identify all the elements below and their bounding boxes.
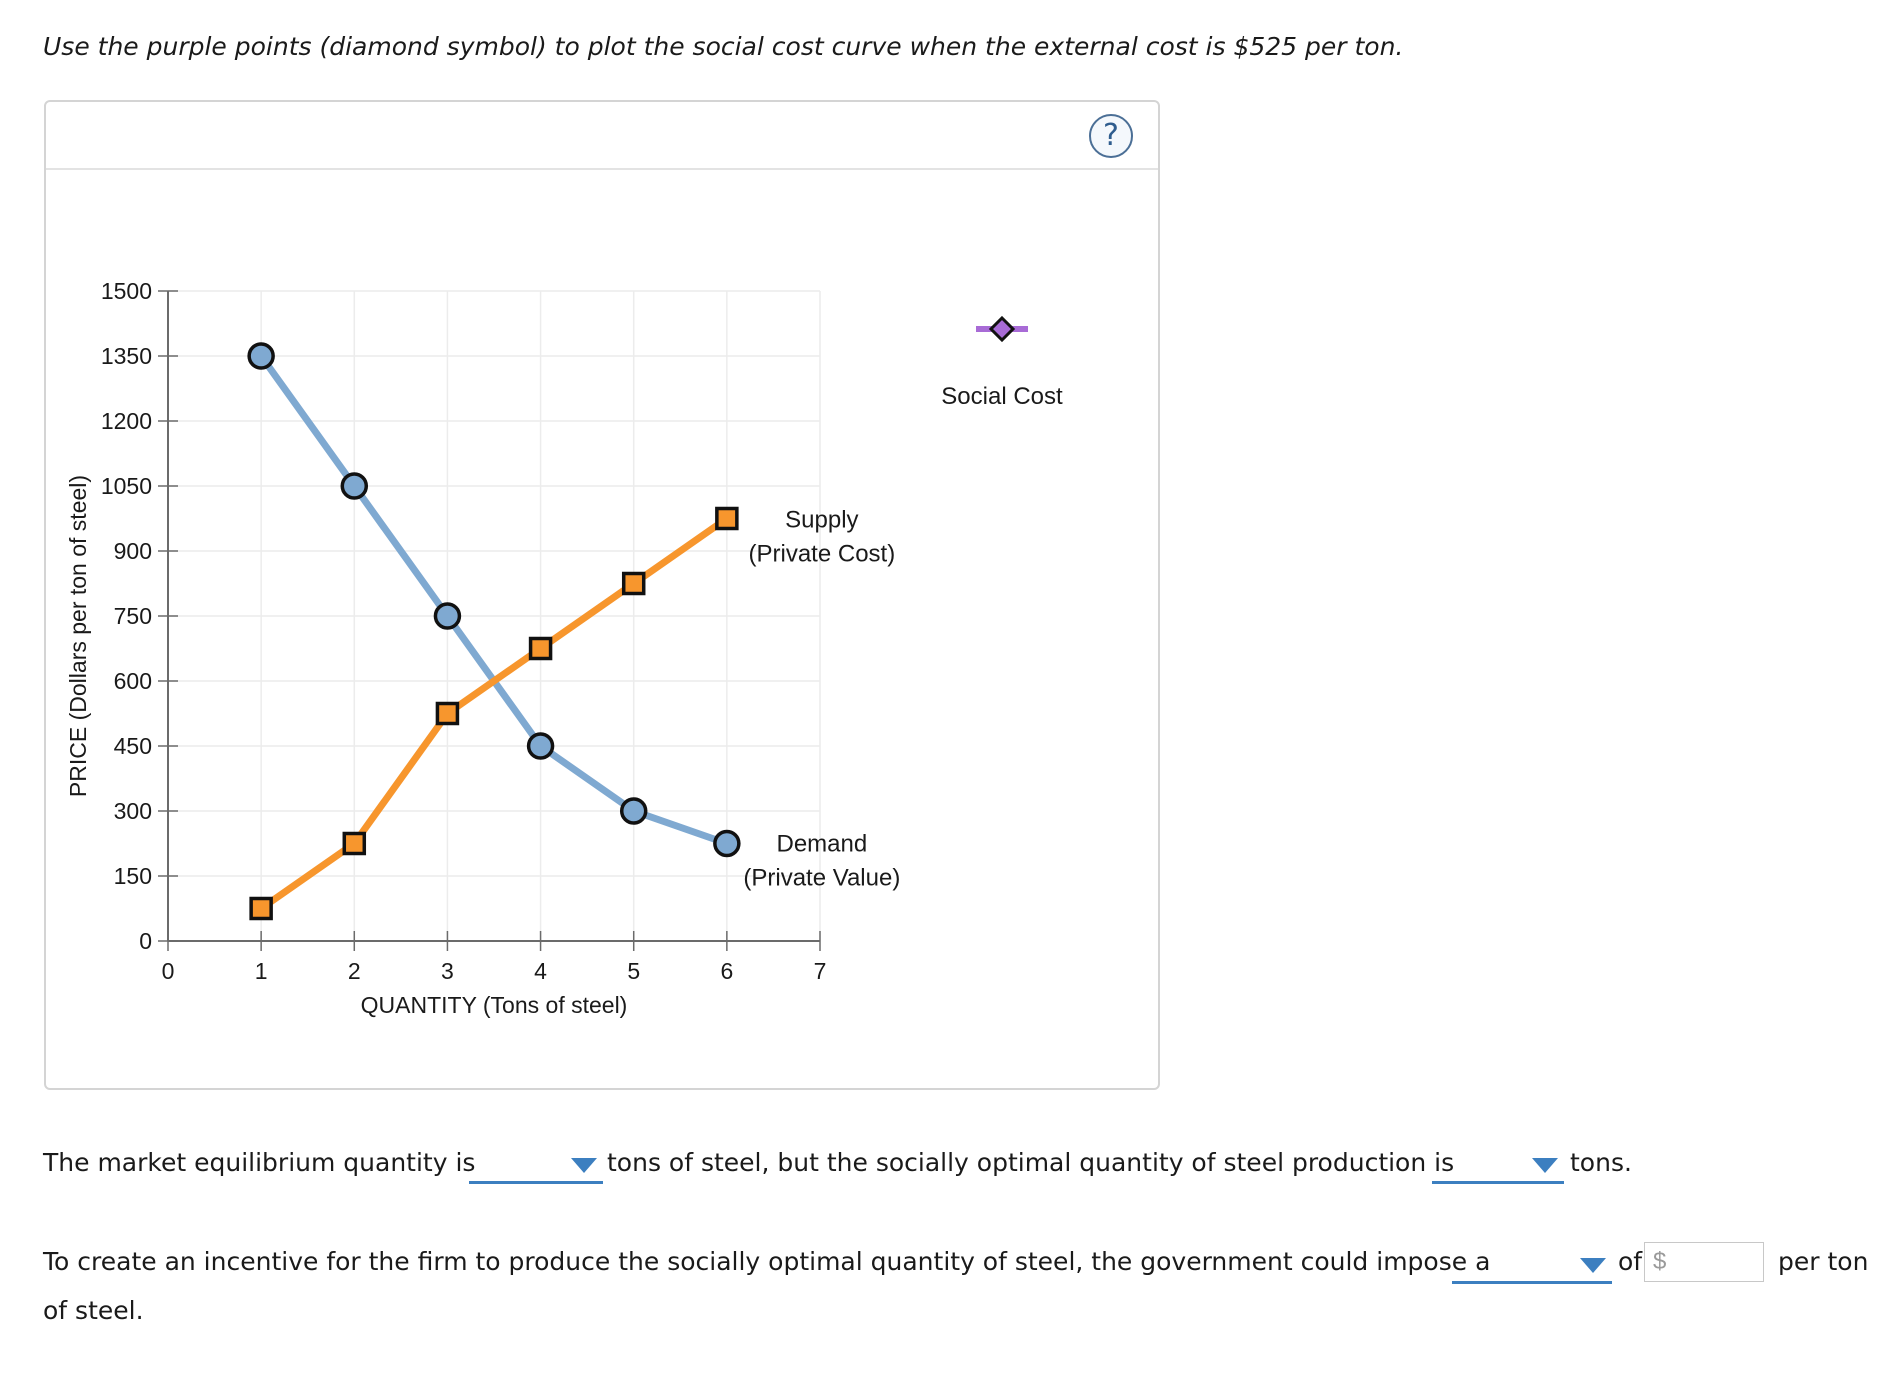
y-tick-label: 1350 [101, 343, 152, 369]
demand-point[interactable] [619, 797, 648, 825]
y-axis-title: PRICE (Dollars per ton of steel) [65, 475, 91, 797]
supply-curve-label: Supply [785, 507, 858, 534]
supply-curve-label: (Private Cost) [749, 541, 896, 568]
y-tick-label: 1050 [101, 473, 152, 499]
y-tick-label: 1500 [101, 278, 152, 304]
policy-type-dropdown[interactable] [1452, 1250, 1612, 1284]
supply-point[interactable] [342, 831, 367, 856]
y-tick-label: 300 [114, 798, 152, 824]
graph-panel [44, 100, 1160, 1090]
x-tick-label: 6 [720, 958, 733, 984]
policy-question-of: of [1618, 1247, 1643, 1276]
x-tick-label: 4 [534, 958, 547, 984]
chevron-down-icon [1580, 1258, 1606, 1273]
supply-point[interactable] [715, 506, 739, 531]
dollar-sign: $ [1653, 1248, 1667, 1275]
y-tick-label: 750 [114, 603, 152, 629]
social-cost-diamond-icon[interactable] [988, 315, 1016, 343]
demand-point[interactable] [433, 602, 462, 630]
y-tick-label: 0 [139, 928, 152, 954]
x-axis-title: QUANTITY (Tons of steel) [361, 992, 628, 1018]
y-tick-label: 1200 [101, 408, 152, 434]
equilibrium-question-text-2: tons of steel, but the socially optimal … [607, 1148, 1455, 1177]
help-button[interactable]: ? [1089, 114, 1133, 158]
instruction-text: Use the purple points (diamond symbol) t… [43, 32, 1404, 61]
equilibrium-question-text-3: tons. [1570, 1148, 1632, 1177]
demand-point[interactable] [340, 472, 369, 500]
x-tick-label: 2 [348, 958, 361, 984]
axes: 0 150 300 450 600 750 900 1050 1200 1350 1500 0 1 2 3 4… [65, 278, 826, 1018]
y-tick-label: 900 [114, 538, 152, 564]
policy-amount-input[interactable] [1671, 1245, 1763, 1279]
supply-point[interactable] [249, 896, 273, 921]
supply-curve-line [259, 515, 729, 912]
chevron-down-icon [571, 1158, 597, 1173]
policy-question-text-3: of steel. [43, 1296, 144, 1325]
y-tick-label: 600 [114, 668, 152, 694]
market-equilibrium-quantity-dropdown[interactable] [469, 1150, 603, 1184]
x-tick-label: 3 [441, 958, 454, 984]
demand-curve-line [258, 353, 729, 847]
demand-point[interactable] [526, 732, 555, 760]
policy-question-text-2: per ton [1778, 1247, 1869, 1276]
x-tick-label: 1 [255, 958, 268, 984]
series-layer: Demand (Private Value) Supply (Private Cost… [247, 342, 900, 921]
equilibrium-question-text-1: The market equilibrium quantity is [43, 1148, 476, 1177]
policy-amount-field[interactable]: $ [1644, 1242, 1764, 1282]
socially-optimal-quantity-dropdown[interactable] [1432, 1150, 1564, 1184]
y-tick-label: 150 [114, 863, 152, 889]
y-tick-label: 450 [114, 733, 152, 759]
x-tick-label: 5 [627, 958, 640, 984]
x-tick-label: 0 [162, 958, 175, 984]
palette[interactable]: Social Cost [941, 315, 1063, 410]
demand-point[interactable] [247, 342, 275, 370]
social-cost-tool-label: Social Cost [941, 383, 1063, 410]
grid [168, 290, 821, 941]
policy-question-text-1: To create an incentive for the firm to p… [43, 1247, 1491, 1276]
demand-curve-label: Demand [776, 831, 867, 858]
demand-point[interactable] [713, 829, 741, 858]
x-tick-label: 7 [814, 958, 827, 984]
demand-curve-label: (Private Value) [743, 865, 900, 892]
supply-point[interactable] [621, 571, 646, 596]
panel-divider [46, 168, 1158, 170]
supply-point[interactable] [435, 701, 460, 726]
chevron-down-icon [1532, 1158, 1558, 1173]
supply-point[interactable] [528, 636, 553, 661]
